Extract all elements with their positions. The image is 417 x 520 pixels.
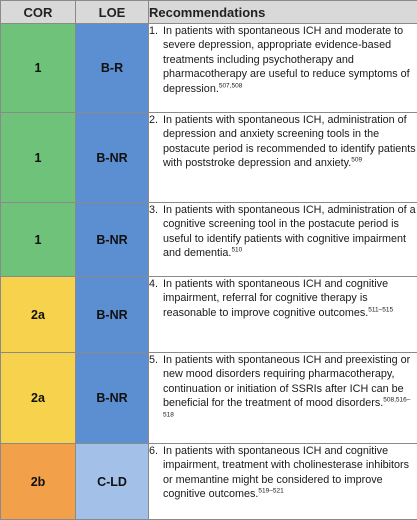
recommendation-text: In patients with spontaneous ICH, admini…	[163, 204, 416, 259]
table-row: 1 B-NR 3. In patients with spontaneous I…	[1, 203, 417, 277]
reference-superscript: 507,508	[219, 82, 243, 89]
recommendation-text: In patients with spontaneous ICH and cog…	[163, 278, 388, 319]
recommendation-cell: 5. In patients with spontaneous ICH and …	[149, 353, 417, 444]
recommendation-number: 2.	[149, 113, 163, 171]
cor-cell: 1	[1, 24, 76, 113]
reference-superscript: 519–521	[258, 488, 283, 495]
recommendation-cell: 4. In patients with spontaneous ICH and …	[149, 277, 417, 353]
table-row: 1 B-R 1. In patients with spontaneous IC…	[1, 24, 417, 113]
recommendation-text: In patients with spontaneous ICH and cog…	[163, 445, 409, 500]
recommendation-number: 4.	[149, 277, 163, 320]
recommendation-text: In patients with spontaneous ICH and pre…	[163, 354, 410, 409]
cor-cell: 2a	[1, 277, 76, 353]
header-recommendations: Recommendations	[149, 1, 417, 24]
recommendation-number: 3.	[149, 203, 163, 261]
header-cor: COR	[1, 1, 76, 24]
loe-cell: B-NR	[76, 203, 149, 277]
recommendation-cell: 2. In patients with spontaneous ICH, adm…	[149, 113, 417, 203]
table-row: 2a B-NR 5. In patients with spontaneous …	[1, 353, 417, 444]
reference-superscript: 511–515	[368, 306, 393, 313]
reference-superscript: 510	[231, 247, 242, 254]
table-row: 2a B-NR 4. In patients with spontaneous …	[1, 277, 417, 353]
table-row: 1 B-NR 2. In patients with spontaneous I…	[1, 113, 417, 203]
recommendation-number: 1.	[149, 24, 163, 96]
header-loe: LOE	[76, 1, 149, 24]
cor-cell: 2b	[1, 444, 76, 520]
cor-cell: 1	[1, 203, 76, 277]
recommendation-number: 6.	[149, 444, 163, 502]
recommendation-text: In patients with spontaneous ICH and mod…	[163, 25, 410, 95]
cor-cell: 2a	[1, 353, 76, 444]
recommendation-number: 5.	[149, 353, 163, 425]
reference-superscript: 509	[351, 157, 362, 164]
loe-cell: B-R	[76, 24, 149, 113]
cor-cell: 1	[1, 113, 76, 203]
recommendation-cell: 3. In patients with spontaneous ICH, adm…	[149, 203, 417, 277]
recommendation-cell: 1. In patients with spontaneous ICH and …	[149, 24, 417, 113]
loe-cell: B-NR	[76, 113, 149, 203]
header-row: COR LOE Recommendations	[1, 1, 417, 24]
loe-cell: C-LD	[76, 444, 149, 520]
recommendation-text: In patients with spontaneous ICH, admini…	[163, 114, 416, 169]
table-row: 2b C-LD 6. In patients with spontaneous …	[1, 444, 417, 520]
recommendation-cell: 6. In patients with spontaneous ICH and …	[149, 444, 417, 520]
loe-cell: B-NR	[76, 277, 149, 353]
loe-cell: B-NR	[76, 353, 149, 444]
